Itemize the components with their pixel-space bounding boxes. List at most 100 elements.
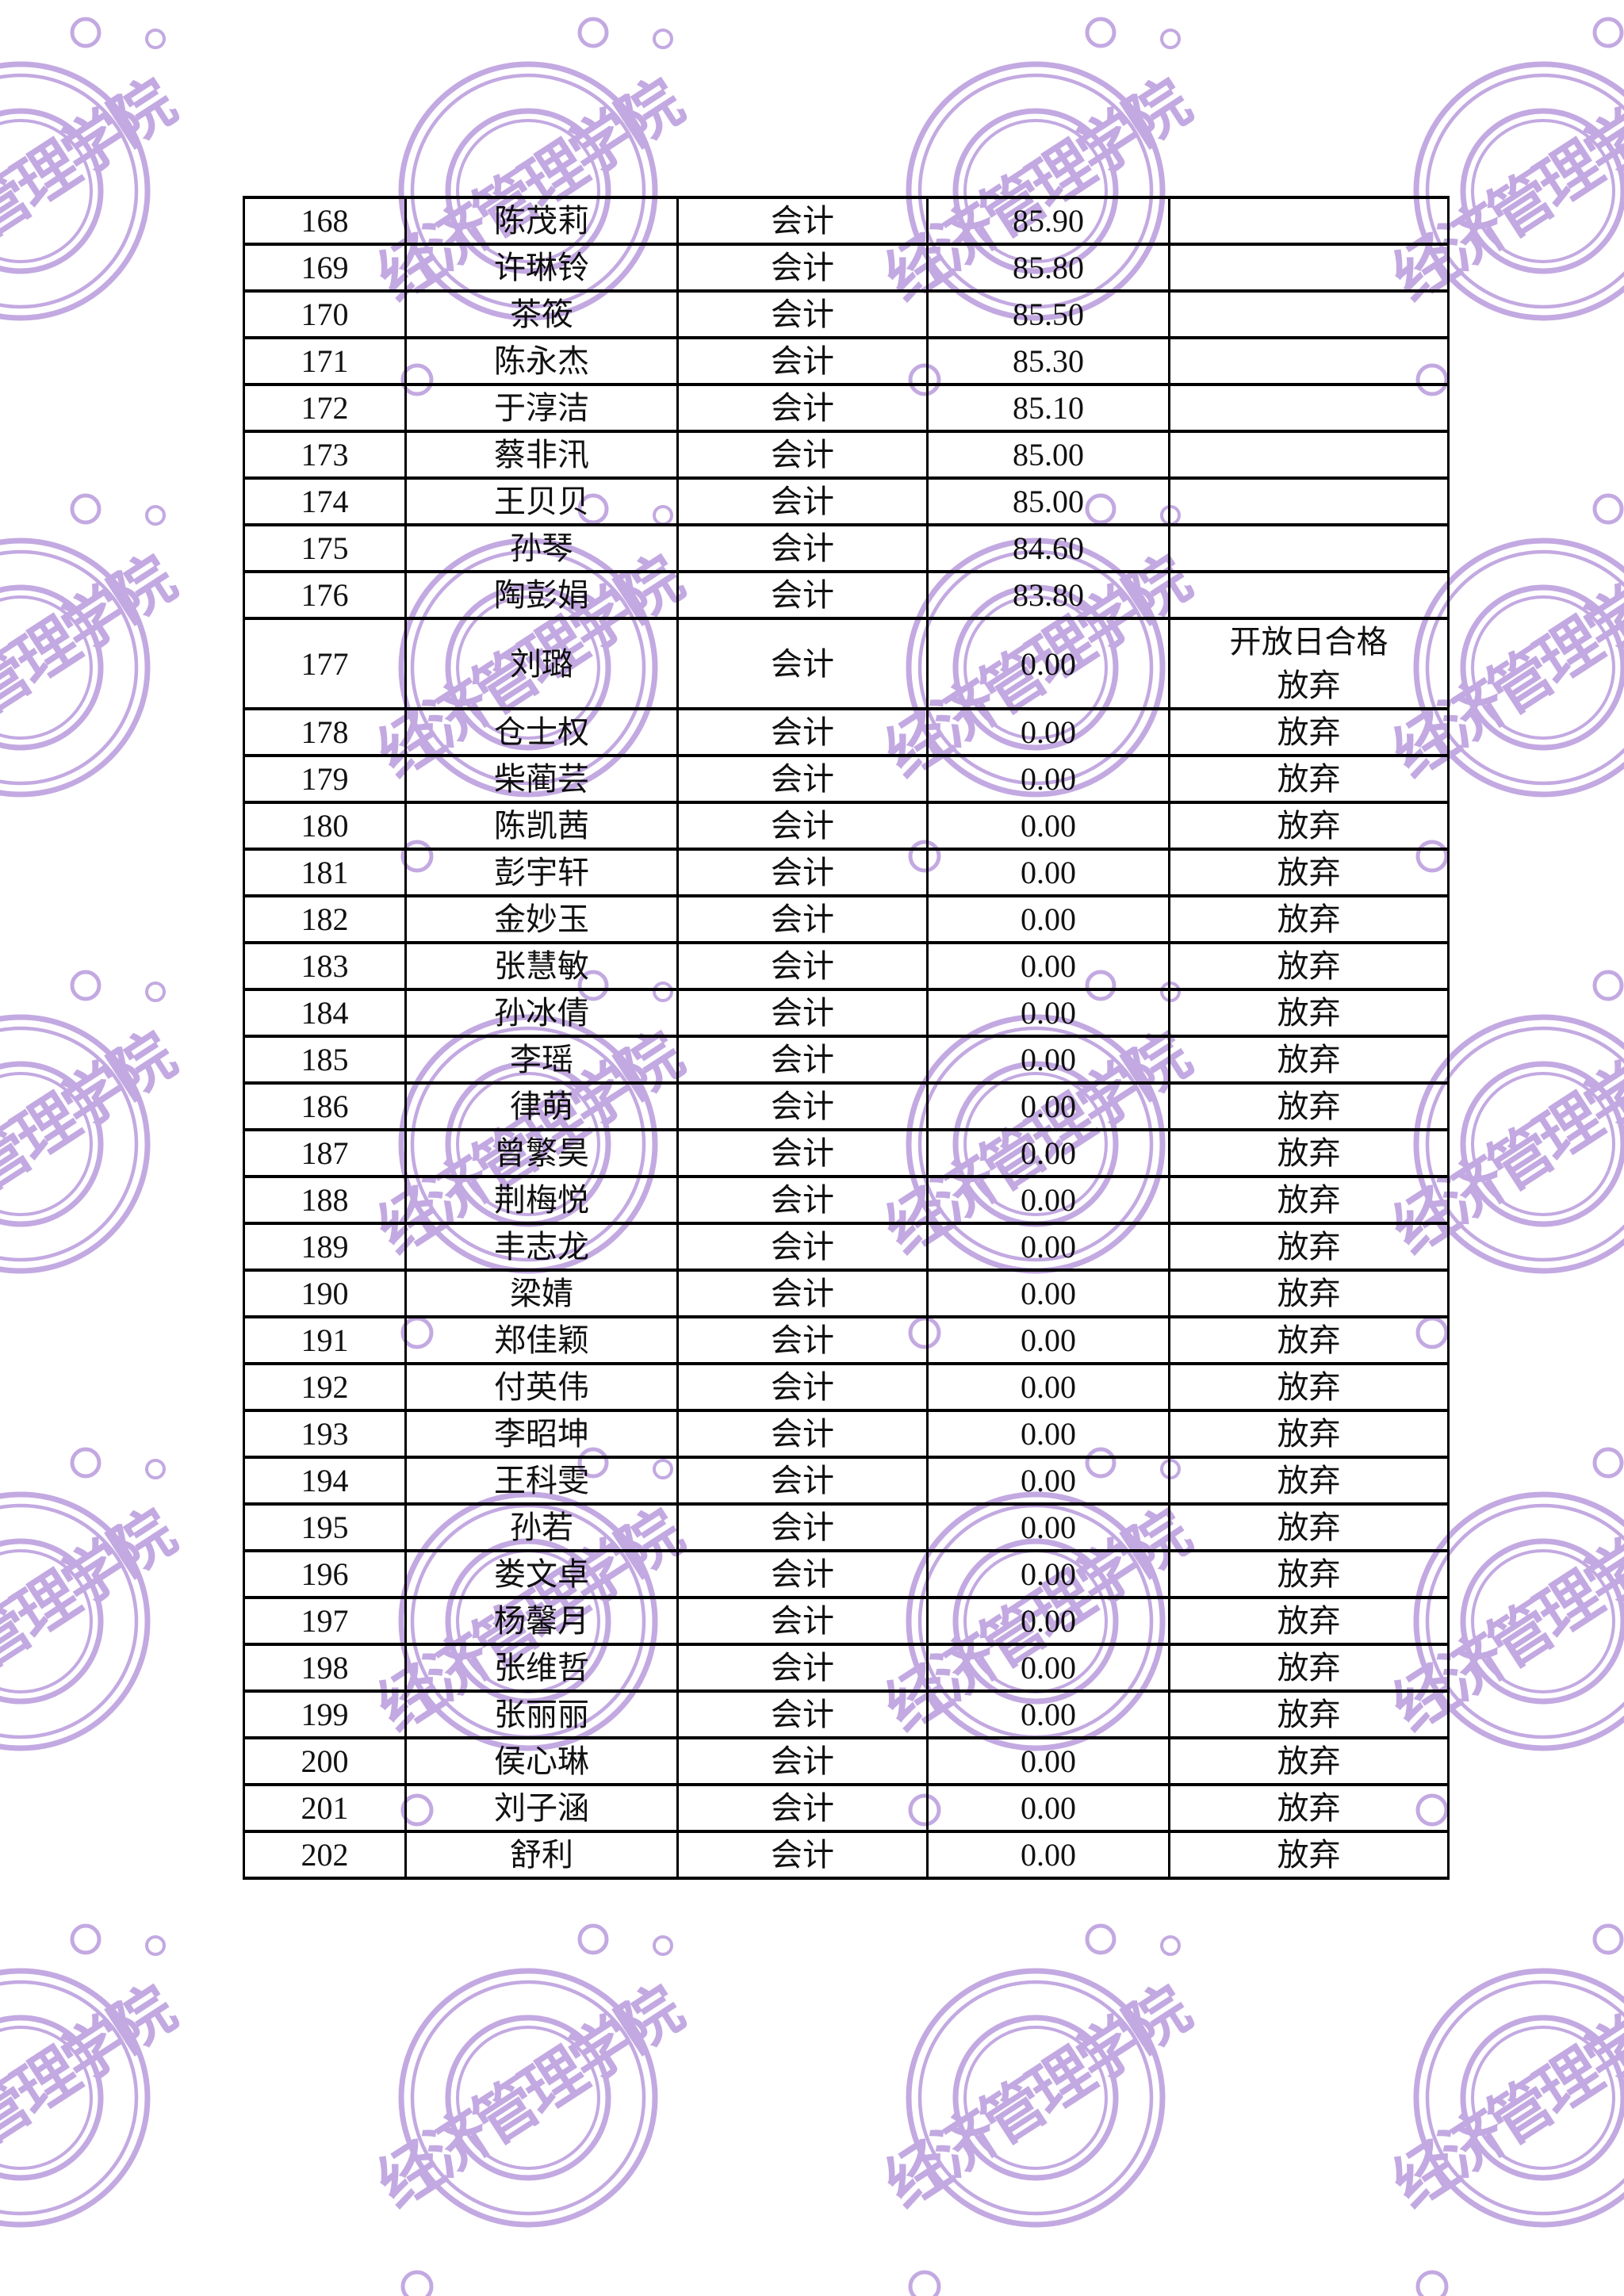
major-cell: 会计 — [676, 383, 929, 433]
remark-cell: 放弃 — [1168, 848, 1450, 897]
index-cell: 194 — [243, 1456, 407, 1506]
remark-cell: 放弃 — [1168, 1269, 1450, 1318]
remark-cell: 放弃 — [1168, 894, 1450, 944]
index-cell: 182 — [243, 894, 407, 944]
score-cell: 0.00 — [926, 1736, 1170, 1786]
name-cell: 张丽丽 — [404, 1689, 679, 1739]
index-cell: 186 — [243, 1081, 407, 1131]
table-row: 175 孙琴 会计 84.60 — [243, 523, 1450, 573]
score-cell: 85.30 — [926, 336, 1170, 386]
score-cell: 85.80 — [926, 243, 1170, 293]
index-cell: 169 — [243, 243, 407, 293]
table-row: 194 王科雯 会计 0.00 放弃 — [243, 1456, 1450, 1506]
index-cell: 171 — [243, 336, 407, 386]
score-cell: 0.00 — [926, 707, 1170, 757]
remark-line: 放弃 — [1277, 1790, 1341, 1826]
score-cell: 0.00 — [926, 1222, 1170, 1272]
name-cell: 于淳洁 — [404, 383, 679, 433]
index-cell: 196 — [243, 1549, 407, 1599]
satellite-ring-small — [145, 1935, 166, 1956]
table-row: 196 娄文卓 会计 0.00 放弃 — [243, 1549, 1450, 1599]
index-cell: 193 — [243, 1409, 407, 1459]
remark-line: 放弃 — [1277, 995, 1341, 1031]
major-cell: 会计 — [676, 570, 929, 620]
index-cell: 173 — [243, 430, 407, 480]
satellite-ring — [70, 1923, 102, 1955]
score-cell: 0.00 — [926, 1081, 1170, 1131]
major-cell: 会计 — [676, 894, 929, 944]
remark-line: 放弃 — [1277, 1182, 1341, 1218]
satellite-ring — [1592, 970, 1624, 1001]
remark-cell: 放弃 — [1168, 1643, 1450, 1693]
remark-cell — [1168, 336, 1450, 386]
satellite-ring — [1085, 1923, 1116, 1955]
satellite-ring — [70, 970, 102, 1001]
table-row: 197 杨馨月 会计 0.00 放弃 — [243, 1596, 1450, 1646]
satellite-ring — [1592, 493, 1624, 525]
index-cell: 192 — [243, 1362, 407, 1412]
stamp-outer-ring-2 — [1425, 1026, 1624, 1262]
name-cell: 付英伟 — [404, 1362, 679, 1412]
table-row: 171 陈永杰 会计 85.30 — [243, 336, 1450, 386]
major-cell: 会计 — [676, 1456, 929, 1506]
satellite-ring-small — [653, 1935, 673, 1956]
stamp-outer-ring — [0, 61, 151, 321]
remark-line: 放弃 — [1277, 1229, 1341, 1265]
table-row: 186 律萌 会计 0.00 放弃 — [243, 1081, 1450, 1131]
score-cell: 0.00 — [926, 617, 1170, 710]
remark-cell: 放弃 — [1168, 1783, 1450, 1833]
major-cell: 会计 — [676, 1315, 929, 1365]
major-cell: 会计 — [676, 801, 929, 851]
name-cell: 柴蔺芸 — [404, 754, 679, 804]
name-cell: 孙琴 — [404, 523, 679, 573]
score-cell: 0.00 — [926, 1456, 1170, 1506]
stamp-inner-ring-2 — [0, 1549, 93, 1693]
major-cell: 会计 — [676, 1689, 929, 1739]
table-row: 199 张丽丽 会计 0.00 放弃 — [243, 1689, 1450, 1739]
satellite-ring — [1592, 17, 1624, 48]
satellite-ring-small — [1160, 1935, 1181, 1956]
table-row: 172 于淳洁 会计 85.10 — [243, 383, 1450, 433]
index-cell: 177 — [243, 617, 407, 710]
stamp-inner-ring — [1460, 108, 1624, 274]
name-cell: 仓士权 — [404, 707, 679, 757]
index-cell: 178 — [243, 707, 407, 757]
stamp-inner-ring-2 — [1471, 595, 1615, 740]
watermark-text: 经济管理学院 — [0, 543, 186, 790]
major-cell: 会计 — [676, 1549, 929, 1599]
index-cell: 200 — [243, 1736, 407, 1786]
major-cell: 会计 — [676, 243, 929, 293]
stamp-inner-ring-2 — [1471, 119, 1615, 263]
watermark-text: 经济管理学院 — [0, 1973, 186, 2221]
score-cell: 85.50 — [926, 289, 1170, 339]
stamp-outer-ring — [1413, 1968, 1624, 2228]
stamp-outer-ring-2 — [0, 1503, 139, 1739]
name-cell: 律萌 — [404, 1081, 679, 1131]
index-cell: 179 — [243, 754, 407, 804]
score-cell: 0.00 — [926, 1549, 1170, 1599]
index-cell: 172 — [243, 383, 407, 433]
remark-cell: 放弃 — [1168, 754, 1450, 804]
index-cell: 184 — [243, 988, 407, 1038]
remark-cell: 放弃 — [1168, 1175, 1450, 1225]
remark-cell: 放弃 — [1168, 1222, 1450, 1272]
satellite-ring — [70, 493, 102, 525]
major-cell: 会计 — [676, 336, 929, 386]
watermark-stamp: 经济管理学院 — [366, 1923, 694, 2296]
score-cell: 0.00 — [926, 1362, 1170, 1412]
score-cell: 0.00 — [926, 1643, 1170, 1693]
remark-line: 放弃 — [1277, 1743, 1341, 1779]
stamp-outer-ring — [0, 538, 151, 798]
index-cell: 197 — [243, 1596, 407, 1646]
watermark-text: 经济管理学院 — [0, 1497, 186, 1744]
index-cell: 191 — [243, 1315, 407, 1365]
name-cell: 刘璐 — [404, 617, 679, 710]
remark-cell: 放弃 — [1168, 1689, 1450, 1739]
table-row: 188 荆梅悦 会计 0.00 放弃 — [243, 1175, 1450, 1225]
watermark-text: 经济管理学院 — [366, 1973, 694, 2221]
stamp-inner-ring — [952, 2015, 1119, 2181]
name-cell: 王科雯 — [404, 1456, 679, 1506]
score-cell: 0.00 — [926, 941, 1170, 991]
major-cell: 会计 — [676, 941, 929, 991]
